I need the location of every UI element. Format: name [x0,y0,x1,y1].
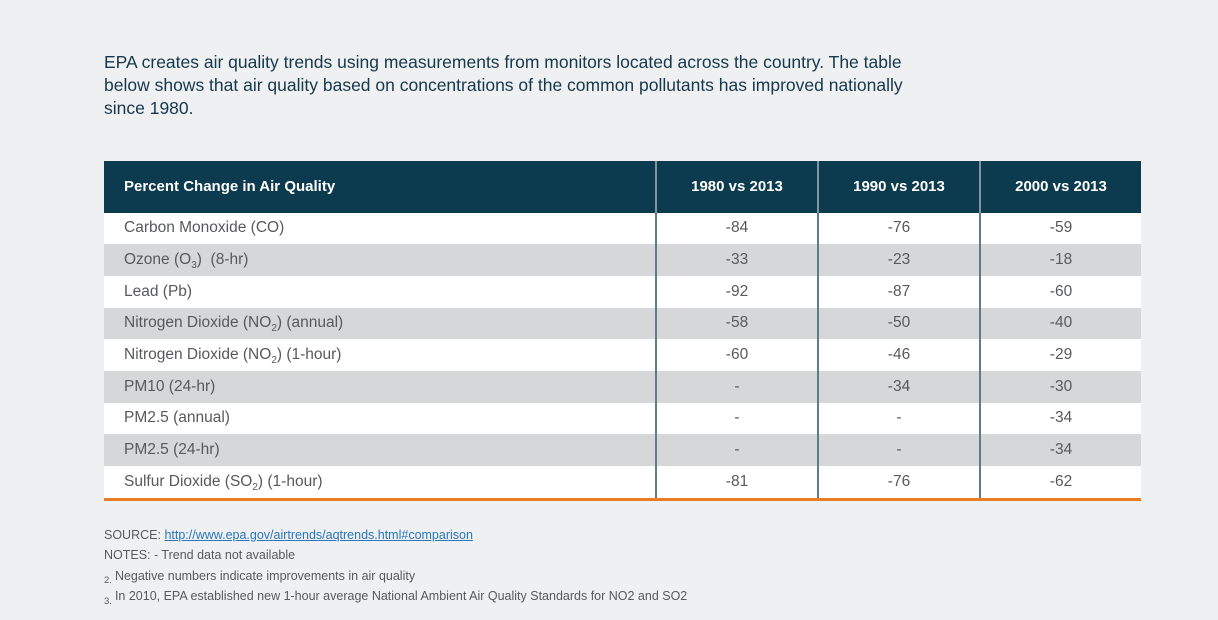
value-cell: -40 [979,307,1141,340]
air-quality-table: Percent Change in Air Quality 1980 vs 201… [104,160,1141,501]
table-title-header: Percent Change in Air Quality [104,160,656,213]
value-cell: -34 [979,402,1141,435]
value-cell: -50 [817,307,980,340]
column-header: 1990 vs 2013 [817,160,980,213]
value-cell: -29 [979,339,1141,371]
table-header: Percent Change in Air Quality 1980 vs 201… [104,160,1141,213]
table-row: Lead (Pb) -92 -87 -60 [104,275,1141,308]
table-row: Sulfur Dioxide (SO2) (1-hour) -81 -76 -62 [104,466,1141,500]
value-cell: -84 [655,212,818,245]
table-row: Carbon Monoxide (CO) -84 -76 -59 [104,212,1141,245]
note-line: 3. In 2010, EPA established new 1-hour av… [104,589,1115,606]
value-cell: -46 [817,339,980,371]
table-body: Carbon Monoxide (CO) -84 -76 -59 Ozone (O3) … [104,212,1141,500]
value-cell: -60 [979,275,1141,308]
note-number: 3. [104,595,112,607]
source-line: SOURCE: http://www.epa.gov/airtrends/aqt… [104,527,1115,542]
pollutant-cell: PM2.5 (annual) [104,402,656,435]
table-footer: SOURCE: http://www.epa.gov/airtrends/aqt… [104,527,1115,606]
table-row: PM2.5 (annual) - - -34 [104,402,1141,435]
note-text: In 2010, EPA established new 1-hour aver… [114,589,688,604]
value-cell: -30 [979,370,1141,403]
pollutant-cell: PM10 (24-hr) [104,370,656,403]
value-cell: -18 [979,244,1141,276]
pollutant-cell: Nitrogen Dioxide (NO2) (annual) [104,307,656,340]
note-line: 2. Negative numbers indicate improvements… [104,568,1115,587]
value-cell: -33 [655,244,818,276]
table-row: PM2.5 (24-hr) - - -34 [104,434,1141,466]
header-row: Percent Change in Air Quality 1980 vs 201… [104,160,1141,213]
notes-line: NOTES: - Trend data not available [104,548,296,563]
pollutant-cell: PM2.5 (24-hr) [104,434,656,466]
value-cell: - [817,402,980,435]
table-row: PM10 (24-hr) - -34 -30 [104,370,1141,403]
content-area: EPA creates air quality trends using mea… [104,33,1141,611]
intro-paragraph: EPA creates air quality trends using mea… [104,51,1115,120]
column-header: 2000 vs 2013 [979,160,1141,213]
value-cell: -58 [655,307,818,340]
value-cell: -23 [817,244,980,276]
note-number: 2. [104,575,112,587]
table-row: Nitrogen Dioxide (NO2) (1-hour) -60 -46 -29 [104,339,1141,371]
value-cell: -60 [655,339,818,371]
pollutant-cell: Lead (Pb) [104,275,656,308]
value-cell: -92 [655,275,818,308]
value-cell: - [655,434,818,466]
value-cell: -76 [817,212,980,245]
table-row: Nitrogen Dioxide (NO2) (annual) -58 -50 -40 [104,307,1141,340]
column-header: 1980 vs 2013 [655,160,818,213]
intro-line: below shows that air quality based on co… [104,74,903,95]
value-cell: -34 [979,434,1141,466]
value-cell: -34 [817,370,980,403]
intro-line: EPA creates air quality trends using mea… [104,51,902,72]
pollutant-cell: Sulfur Dioxide (SO2) (1-hour) [104,466,656,500]
source-link[interactable]: http://www.epa.gov/airtrends/aqtrends.ht… [164,527,473,542]
pollutant-cell: Nitrogen Dioxide (NO2) (1-hour) [104,339,656,371]
value-cell: -76 [817,466,980,500]
value-cell: -81 [655,466,818,500]
value-cell: -62 [979,466,1141,500]
intro-line: since 1980. [104,97,194,118]
pollutant-cell: Ozone (O3) (8-hr) [104,244,656,276]
value-cell: - [817,434,980,466]
value-cell: - [655,402,818,435]
source-label: SOURCE: [104,527,165,542]
pollutant-cell: Carbon Monoxide (CO) [104,212,656,245]
note-text: Negative numbers indicate improvements i… [114,568,416,583]
value-cell: -59 [979,212,1141,245]
table-row: Ozone (O3) (8-hr) -33 -23 -18 [104,244,1141,276]
value-cell: -87 [817,275,980,308]
value-cell: - [655,370,818,403]
